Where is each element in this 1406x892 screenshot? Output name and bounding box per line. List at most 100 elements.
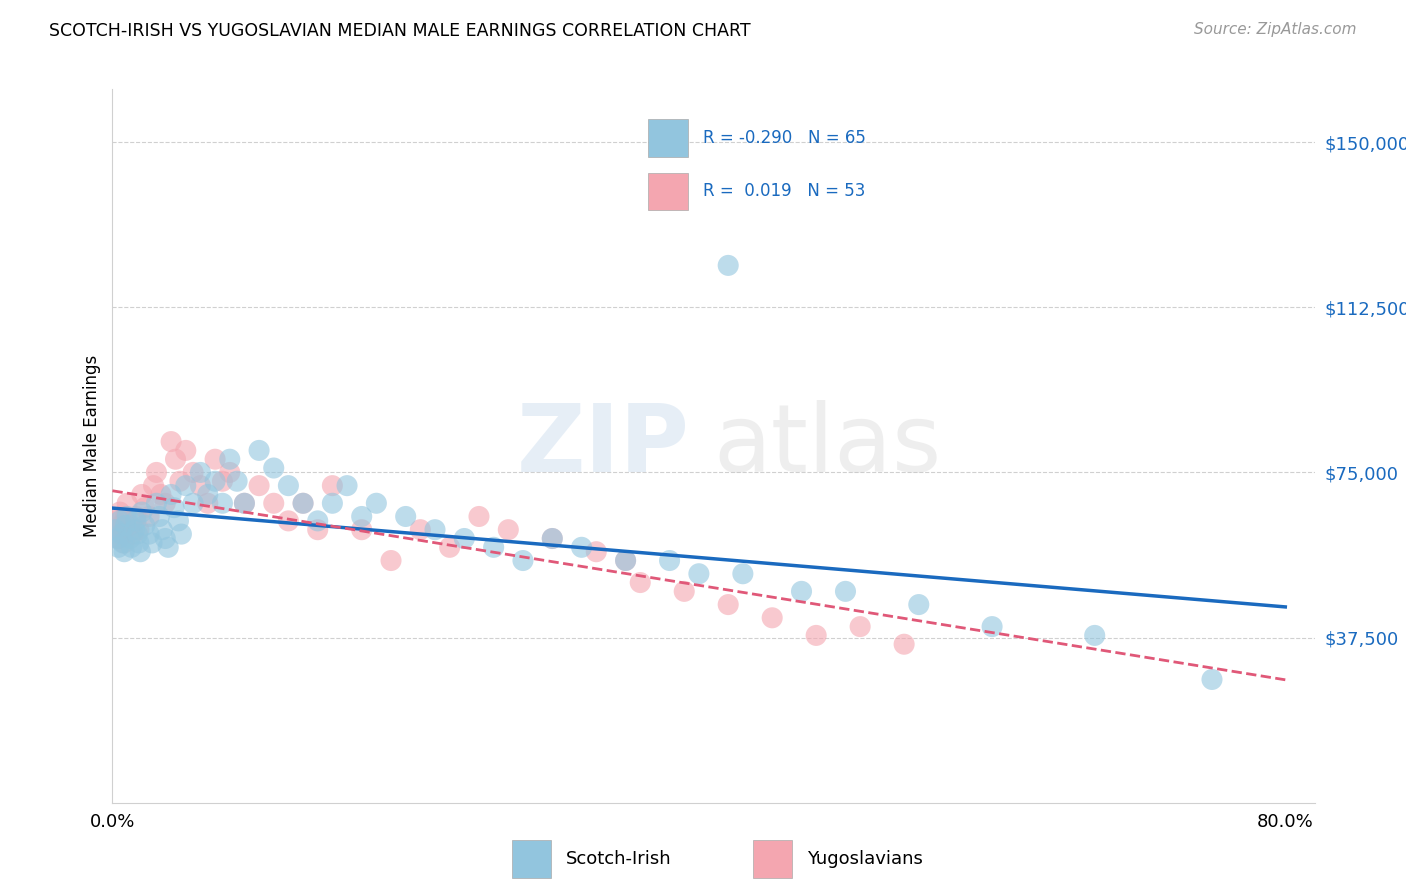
- Point: [197, 487, 219, 501]
- Point: [148, 509, 170, 524]
- Point: [141, 536, 163, 550]
- Point: [108, 514, 131, 528]
- Point: [790, 584, 813, 599]
- Point: [145, 466, 167, 480]
- Point: [263, 461, 285, 475]
- Point: [160, 487, 183, 501]
- Point: [804, 628, 827, 642]
- Point: [1084, 628, 1107, 642]
- Point: [307, 514, 329, 528]
- Point: [1201, 673, 1223, 687]
- Point: [128, 523, 150, 537]
- Point: [907, 598, 929, 612]
- Point: [197, 496, 219, 510]
- Point: [112, 545, 135, 559]
- Point: [468, 509, 491, 524]
- FancyBboxPatch shape: [754, 840, 793, 878]
- Point: [834, 584, 856, 599]
- Point: [105, 523, 128, 537]
- Text: SCOTCH-IRISH VS YUGOSLAVIAN MEDIAN MALE EARNINGS CORRELATION CHART: SCOTCH-IRISH VS YUGOSLAVIAN MEDIAN MALE …: [49, 22, 751, 40]
- Point: [125, 509, 148, 524]
- Point: [174, 478, 197, 492]
- Point: [350, 509, 373, 524]
- Point: [190, 466, 212, 480]
- Text: Scotch-Irish: Scotch-Irish: [565, 849, 672, 868]
- Point: [181, 496, 204, 510]
- Point: [233, 496, 256, 510]
- Point: [157, 541, 180, 555]
- Point: [893, 637, 915, 651]
- Point: [127, 527, 149, 541]
- Point: [142, 478, 165, 492]
- Point: [628, 575, 651, 590]
- Point: [541, 532, 564, 546]
- Point: [512, 553, 534, 567]
- Point: [104, 514, 127, 528]
- Y-axis label: Median Male Earnings: Median Male Earnings: [83, 355, 101, 537]
- Point: [167, 514, 190, 528]
- Point: [120, 532, 142, 546]
- Point: [190, 478, 212, 492]
- Point: [129, 545, 152, 559]
- Point: [115, 509, 138, 524]
- Point: [218, 466, 240, 480]
- Point: [125, 514, 148, 528]
- Point: [292, 496, 315, 510]
- Point: [218, 452, 240, 467]
- Point: [673, 584, 696, 599]
- Point: [110, 518, 132, 533]
- Point: [277, 514, 299, 528]
- Point: [482, 541, 505, 555]
- Point: [211, 475, 233, 489]
- Point: [181, 466, 204, 480]
- FancyBboxPatch shape: [512, 840, 551, 878]
- Point: [263, 496, 285, 510]
- Point: [658, 553, 681, 567]
- Point: [292, 496, 315, 510]
- Point: [321, 478, 343, 492]
- Point: [165, 452, 187, 467]
- Point: [114, 518, 136, 533]
- Point: [439, 541, 461, 555]
- Point: [111, 527, 134, 541]
- Point: [115, 496, 138, 510]
- Point: [571, 541, 593, 555]
- Text: atlas: atlas: [713, 400, 942, 492]
- Text: Source: ZipAtlas.com: Source: ZipAtlas.com: [1194, 22, 1357, 37]
- Point: [134, 500, 156, 515]
- Point: [150, 523, 173, 537]
- Point: [380, 553, 402, 567]
- Point: [128, 536, 150, 550]
- Point: [423, 523, 446, 537]
- Point: [204, 475, 226, 489]
- Point: [120, 518, 142, 533]
- Point: [585, 545, 607, 559]
- Point: [849, 619, 872, 633]
- Point: [336, 478, 359, 492]
- Point: [981, 619, 1004, 633]
- Point: [110, 527, 132, 541]
- Point: [170, 527, 193, 541]
- Point: [114, 509, 136, 524]
- Point: [614, 553, 637, 567]
- Point: [350, 523, 373, 537]
- Point: [163, 500, 186, 515]
- Point: [409, 523, 432, 537]
- Point: [155, 496, 177, 510]
- Point: [131, 487, 153, 501]
- Point: [453, 532, 475, 546]
- Point: [108, 505, 131, 519]
- Point: [145, 496, 167, 510]
- Point: [138, 527, 160, 541]
- Point: [111, 536, 134, 550]
- Point: [138, 509, 160, 524]
- Point: [107, 532, 129, 546]
- Point: [124, 523, 146, 537]
- Point: [247, 478, 270, 492]
- Point: [366, 496, 388, 510]
- Point: [174, 443, 197, 458]
- Point: [321, 496, 343, 510]
- Point: [247, 443, 270, 458]
- Point: [688, 566, 710, 581]
- Text: Yugoslavians: Yugoslavians: [807, 849, 922, 868]
